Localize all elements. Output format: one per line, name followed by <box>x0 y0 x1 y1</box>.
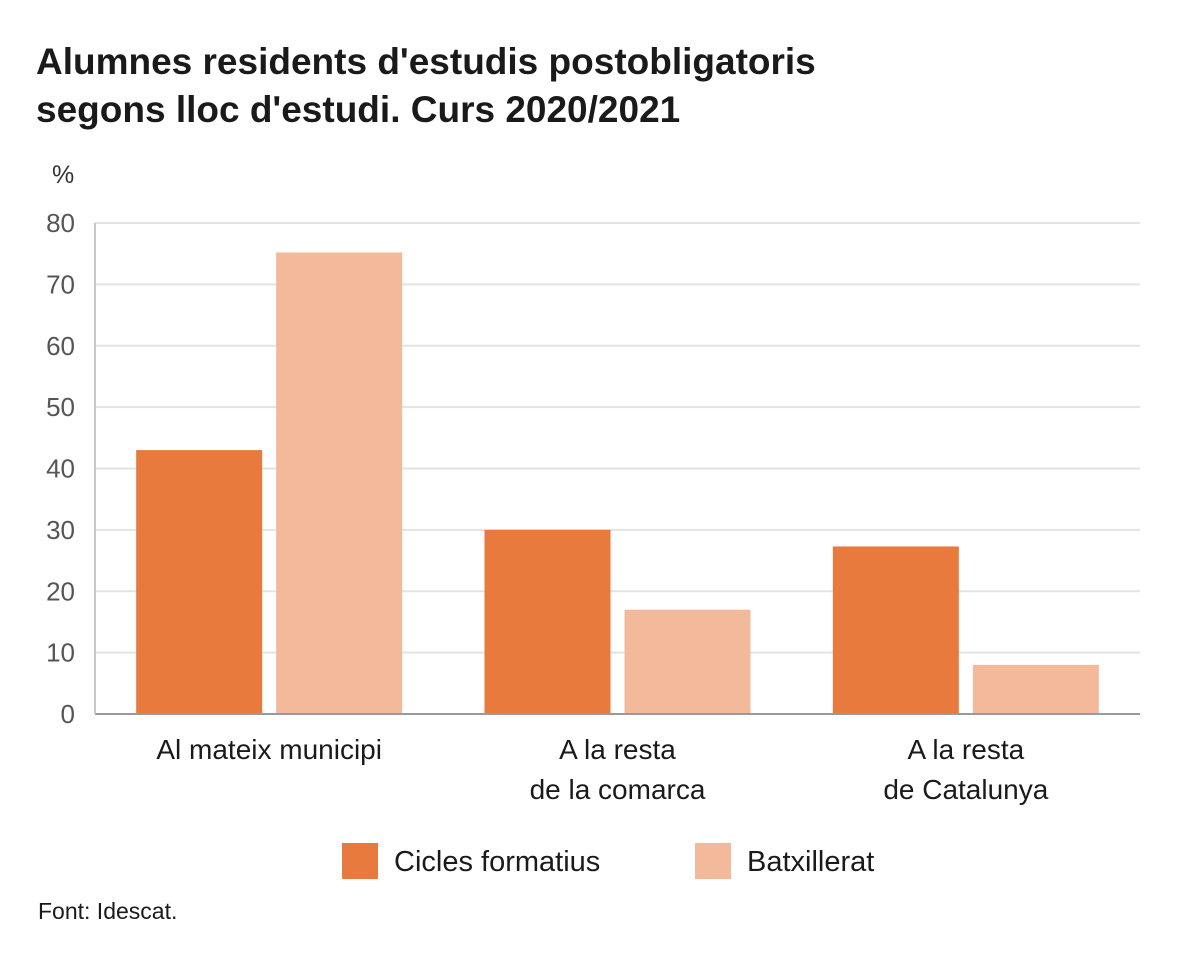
legend: Cicles formatius Batxillerat <box>342 843 874 879</box>
legend-swatch <box>695 843 731 879</box>
y-tick-label: 20 <box>46 576 75 606</box>
chart-title: Alumnes residents d'estudis postobligato… <box>36 38 816 134</box>
legend-swatch <box>342 843 378 879</box>
gridlines <box>95 222 1140 654</box>
bar <box>136 450 263 714</box>
x-category-label: Al mateix municipi <box>156 734 382 765</box>
y-tick-label: 30 <box>46 515 75 545</box>
y-tick-label: 40 <box>46 454 75 484</box>
bar <box>624 609 751 714</box>
chart-title-line-2: segons lloc d'estudi. Curs 2020/2021 <box>36 89 681 130</box>
legend-label: Cicles formatius <box>394 846 600 878</box>
y-tick-label: 50 <box>46 392 75 422</box>
y-tick-label: 80 <box>46 208 75 238</box>
x-category-label: de la comarca <box>530 774 706 805</box>
chart-title-line-1: Alumnes residents d'estudis postobligato… <box>36 41 816 82</box>
bar <box>832 546 959 714</box>
legend-label: Batxillerat <box>747 846 874 878</box>
x-category-label: A la resta <box>907 734 1024 765</box>
bar <box>276 252 403 714</box>
y-axis-unit-label: % <box>52 161 74 189</box>
y-axis-ticks: 0 10 20 30 40 50 60 70 80 <box>46 208 75 729</box>
y-tick-label: 10 <box>46 638 75 668</box>
source-note: Font: Idescat. <box>38 898 178 924</box>
x-axis-category-labels: Al mateix municipi A la resta de la comarc… <box>156 734 1048 805</box>
bar <box>484 529 611 714</box>
bar <box>972 664 1099 714</box>
y-tick-label: 70 <box>46 269 75 299</box>
x-category-label: de Catalunya <box>883 774 1048 805</box>
y-tick-label: 0 <box>61 699 75 729</box>
x-category-label: A la resta <box>559 734 676 765</box>
y-tick-label: 60 <box>46 331 75 361</box>
bars <box>136 252 1099 714</box>
